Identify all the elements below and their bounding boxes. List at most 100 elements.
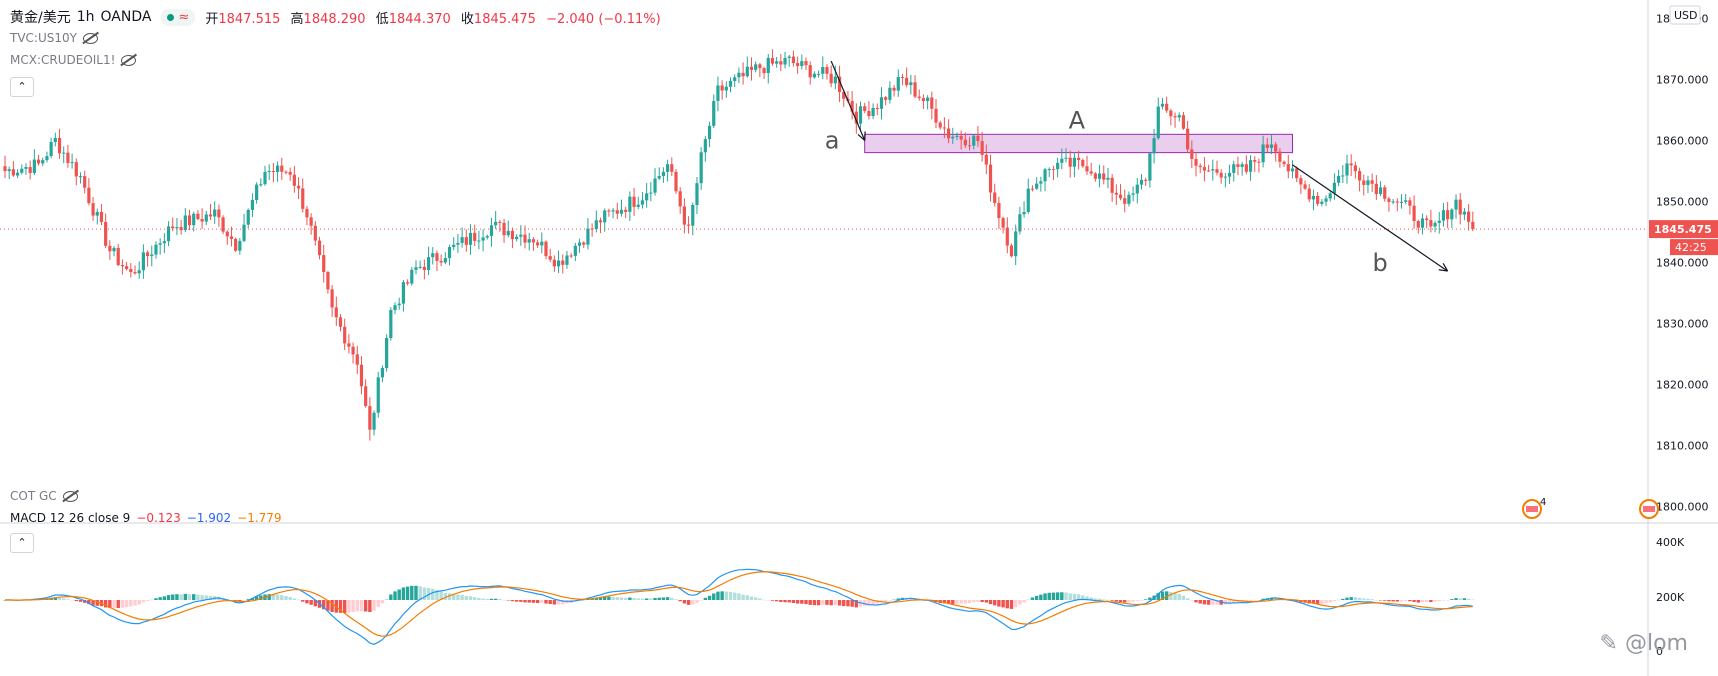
macd-hist-bar [615,597,619,600]
macd-hist-bar [548,600,552,605]
macd-legend[interactable]: MACD 12 26 close 9 −0.123 −1.902 −1.779 [10,511,282,525]
candle-body [837,76,842,92]
symbol-name[interactable]: 黄金/美元 [10,10,71,26]
macd-hist-bar [1148,597,1152,600]
candle-body [1362,180,1366,185]
candle-body [829,73,833,84]
macd-hist-bar [435,590,439,600]
macd-hist-bar [842,600,846,607]
macd-hist-bar [347,600,351,613]
macd-hist-bar [946,600,951,605]
hidden-eye-icon[interactable] [121,54,137,66]
macd-hist-bar [1194,600,1198,603]
macd-hist-bar [1257,599,1261,601]
study-us10y[interactable]: TVC:US10Y [10,31,98,45]
candle-body [523,234,527,243]
candle-body [1207,170,1211,172]
macd-hist-bar [540,600,544,603]
macd-hist-bar [812,600,817,606]
macd-hist-bar [468,596,473,600]
candle-body [1366,180,1370,185]
candle-body [879,97,884,109]
macd-hist-bar [1353,597,1358,600]
candle-body [707,125,712,140]
candle-body [900,76,905,78]
hidden-eye-icon[interactable] [62,490,78,502]
macd-hist-bar [108,600,112,609]
candle-body [221,217,225,232]
macd-hist-bar [259,595,263,600]
flag-stripes [1526,506,1538,512]
candle-body [959,135,963,140]
macd-hist-bar [313,600,318,607]
interval[interactable]: 1h [76,9,95,25]
candle-body [1374,183,1378,195]
macd-hist-bar [766,600,770,601]
market-status[interactable]: ≈ [161,8,196,26]
macd-hist-bar [1429,600,1433,603]
macd-line-value: −1.902 [186,511,232,525]
candle-body [1219,172,1223,178]
candle-body [477,240,481,242]
macd-hist-bar [1206,600,1211,605]
macd-hist-bar [695,600,699,603]
candle-body [1047,169,1051,171]
macd-hist-bar [804,600,808,605]
candle-body [368,406,372,430]
macd-hist-bar [305,600,309,604]
macd-hist-bar [288,596,292,600]
candle-body [565,255,569,265]
macd-hist-bar [493,598,498,600]
candle-body [825,67,829,74]
macd-hist-bar [942,600,947,604]
macd-hist-bar [640,598,645,600]
macd-hist-bar [728,591,733,600]
collapse-macd-button[interactable]: ⌃ [10,533,34,553]
macd-hist-bar [124,600,129,608]
candle-body [1051,169,1056,171]
macd-hist-bar [95,600,99,606]
macd-hist-bar [1026,599,1030,601]
candle-body [1118,194,1123,199]
candle-body [871,107,875,117]
candle-body [909,82,913,86]
macd-hist-bar [208,595,213,600]
candle-body [1072,157,1077,167]
macd-hist-bar [707,595,712,600]
candle-body [309,217,313,226]
macd-hist-bar [1127,600,1131,603]
candle-body [1416,221,1420,228]
macd-hist-bar [1320,600,1324,604]
collapse-legend-button[interactable]: ⌃ [10,77,34,97]
macd-hist-bar [1433,600,1437,602]
macd-hist-bar [1269,597,1274,600]
macd-hist-bar [158,597,162,600]
candle-body [246,209,250,225]
candle-body [536,242,540,246]
macd-hist-bar [837,600,842,606]
candle-body [1144,179,1148,181]
candle-body [1089,171,1093,174]
candle-body [1408,200,1412,206]
macd-hist-bar [867,600,871,606]
candle-body [703,139,707,153]
macd-hist-bar [175,594,179,600]
candle-body [338,317,343,327]
study-cot-gc[interactable]: COT GC [10,489,78,503]
candle-body [259,184,263,186]
macd-hist-bar [410,585,414,600]
macd-hist-bar [603,596,607,600]
candle-body [1131,193,1135,195]
candle-body [963,139,967,146]
candle-body [833,76,837,84]
hidden-eye-icon[interactable] [82,32,98,44]
macd-hist-bar [1181,595,1186,600]
macd-hist-bar [447,593,452,600]
study-crudeoil[interactable]: MCX:CRUDEOIL1! [10,53,137,67]
candle-body [431,253,435,258]
macd-hist-bar [1072,593,1077,600]
candle-body [192,213,196,226]
macd-hist-bar [753,597,758,600]
wave-icon: ≈ [178,9,190,25]
